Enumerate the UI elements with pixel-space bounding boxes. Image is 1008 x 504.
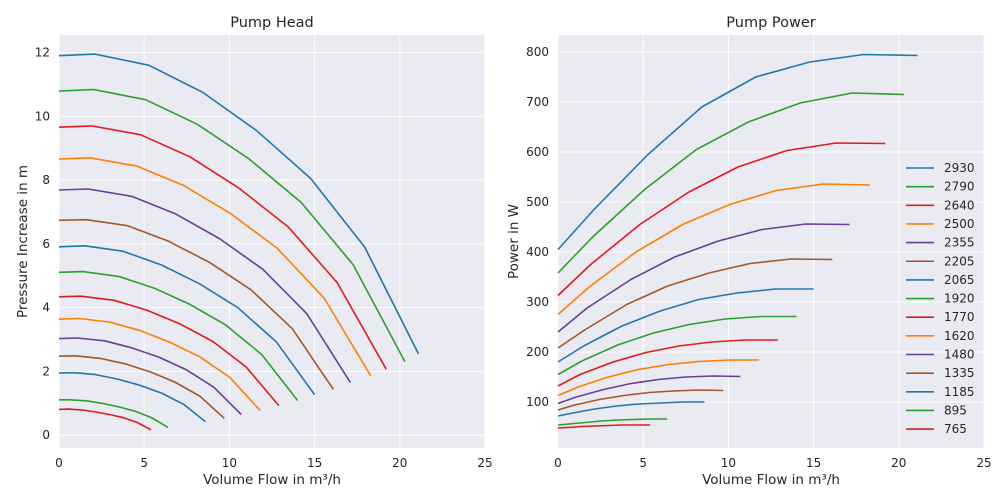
x-tick-label: 5 bbox=[140, 456, 148, 470]
x-axis-label: Volume Flow in m³/h bbox=[203, 472, 341, 488]
series-line-2640 bbox=[557, 142, 886, 297]
legend-label: 2205 bbox=[944, 254, 975, 268]
legend-label: 1770 bbox=[944, 310, 975, 324]
legend-label: 1620 bbox=[944, 329, 975, 343]
series-line-1770 bbox=[557, 339, 778, 387]
x-tick-label: 5 bbox=[639, 456, 647, 470]
series-line-2355 bbox=[557, 223, 850, 333]
series-line bbox=[58, 270, 299, 401]
x-tick-label: 20 bbox=[891, 456, 906, 470]
series-line bbox=[58, 125, 387, 370]
y-tick-label: 700 bbox=[526, 95, 549, 109]
series-line bbox=[58, 355, 225, 419]
y-tick-label: 4 bbox=[42, 301, 50, 315]
series-line bbox=[58, 317, 261, 411]
chart-title: Pump Head bbox=[230, 15, 314, 31]
series-line-2205 bbox=[557, 258, 833, 349]
series-line-1620 bbox=[557, 359, 760, 397]
plot-area bbox=[558, 35, 984, 448]
legend-label: 2065 bbox=[944, 273, 975, 287]
y-tick-label: 800 bbox=[526, 45, 549, 59]
y-tick-label: 200 bbox=[526, 345, 549, 359]
series-line-2065 bbox=[557, 288, 814, 363]
y-tick-label: 100 bbox=[526, 395, 549, 409]
legend-label: 2930 bbox=[944, 161, 975, 175]
x-tick-label: 20 bbox=[392, 456, 407, 470]
legend-label: 895 bbox=[944, 403, 967, 417]
y-tick-label: 600 bbox=[526, 145, 549, 159]
series-line bbox=[58, 245, 316, 396]
chart-title: Pump Power bbox=[726, 15, 815, 31]
x-tick-label: 15 bbox=[806, 456, 821, 470]
y-tick-label: 300 bbox=[526, 295, 549, 309]
series-line-2500 bbox=[557, 183, 870, 316]
y-axis-label: Pressure Increase in m bbox=[15, 165, 31, 318]
x-tick-label: 25 bbox=[976, 456, 991, 470]
legend-label: 2355 bbox=[944, 236, 975, 250]
x-tick-label: 25 bbox=[477, 456, 492, 470]
y-tick-label: 2 bbox=[42, 364, 50, 378]
legend-label: 1480 bbox=[944, 348, 975, 362]
series-line bbox=[58, 53, 420, 355]
series-line bbox=[58, 337, 242, 416]
x-axis-label: Volume Flow in m³/h bbox=[702, 472, 840, 488]
series-line bbox=[58, 188, 352, 384]
legend-label: 1185 bbox=[944, 385, 975, 399]
series-line bbox=[58, 88, 406, 362]
pump-power-chart: 0 5 10 15 20 25 100 200 300 400 500 600 700 800 Pump P… bbox=[506, 15, 992, 488]
x-tick-label: 10 bbox=[721, 456, 736, 470]
y-tick-label: 500 bbox=[526, 195, 549, 209]
y-tick-label: 10 bbox=[35, 109, 50, 123]
series-line-765 bbox=[557, 424, 650, 429]
legend-label: 1920 bbox=[944, 292, 975, 306]
series-line bbox=[58, 371, 206, 423]
y-tick-label: 400 bbox=[526, 245, 549, 259]
y-tick-label: 12 bbox=[35, 46, 50, 60]
pump-head-chart: 0 5 10 15 20 25 0 2 4 6 8 10 12 Pump Head Volume Flow … bbox=[15, 15, 493, 488]
legend-label: 765 bbox=[944, 422, 967, 436]
legend-label: 1335 bbox=[944, 366, 975, 380]
plot-area bbox=[59, 35, 485, 448]
legend-label: 2790 bbox=[944, 180, 975, 194]
x-tick-label: 0 bbox=[554, 456, 562, 470]
series-line bbox=[58, 408, 152, 431]
x-tick-label: 15 bbox=[307, 456, 322, 470]
y-tick-label: 0 bbox=[42, 428, 50, 442]
series-line-1920 bbox=[557, 315, 797, 376]
legend-label: 2640 bbox=[944, 198, 975, 212]
y-tick-label: 8 bbox=[42, 173, 50, 187]
y-axis-label: Power in W bbox=[506, 204, 522, 279]
series-line bbox=[59, 399, 169, 429]
series-line-1480 bbox=[557, 375, 741, 405]
legend: 2930 2790 2640 2500 2355 2205 2065 1920 1770 1620… bbox=[906, 161, 975, 436]
x-tick-label: 0 bbox=[55, 456, 63, 470]
series-line-895 bbox=[557, 418, 668, 426]
series-line bbox=[58, 218, 334, 390]
series-line bbox=[58, 157, 372, 377]
series-line-1185 bbox=[557, 401, 705, 417]
series-line-2930 bbox=[557, 53, 918, 251]
x-tick-label: 10 bbox=[222, 456, 237, 470]
legend-label: 2500 bbox=[944, 217, 975, 231]
y-tick-label: 6 bbox=[42, 237, 50, 251]
series-line bbox=[58, 295, 280, 407]
series-line-1335 bbox=[557, 389, 724, 411]
series-line-2790 bbox=[557, 92, 904, 274]
